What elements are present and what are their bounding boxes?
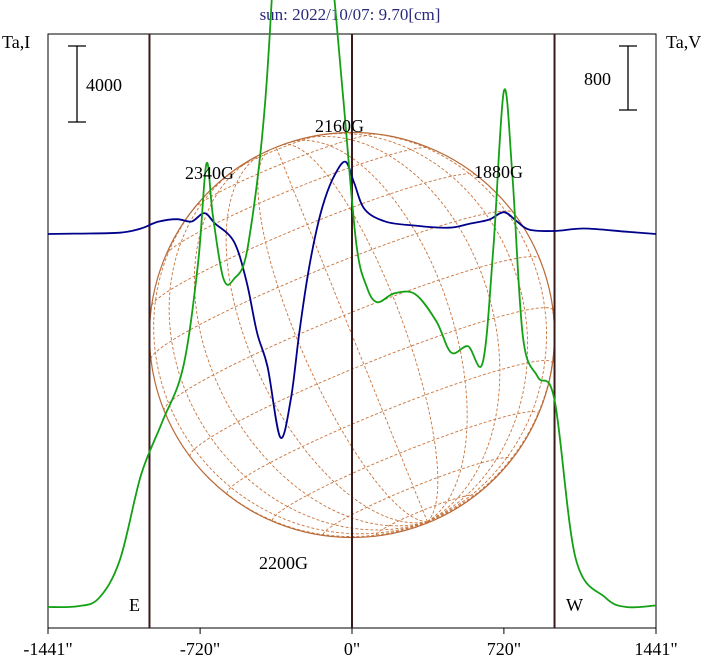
west-limb-label: W	[566, 595, 583, 615]
x-tick-label: 720"	[487, 639, 521, 659]
longitude-line	[257, 150, 428, 523]
series-line-ta-v	[47, 0, 657, 609]
longitude-line	[275, 147, 428, 522]
right-scale-bar: 800	[584, 45, 637, 111]
longitude-line	[355, 132, 547, 523]
series-line-ta-i	[47, 160, 657, 439]
annotation-1880g: 1880G	[474, 162, 523, 182]
latitude-line	[272, 411, 539, 521]
y-axis-label-left: Ta,I	[2, 32, 30, 52]
series-layer	[47, 0, 657, 609]
x-tick-label: 0"	[344, 639, 360, 659]
x-tick-label: -720"	[180, 639, 220, 659]
longitude-line	[225, 153, 428, 524]
latitude-line	[233, 134, 323, 171]
longitude-line	[291, 139, 468, 523]
limb-lines	[148, 34, 556, 628]
east-limb-label: E	[129, 595, 140, 615]
longitude-line	[168, 163, 428, 531]
left-scale-bar: 4000	[68, 45, 122, 123]
latitude-line	[166, 147, 429, 255]
annotation-2160g: 2160G	[315, 116, 364, 136]
annotation-2200g: 2200G	[259, 553, 308, 573]
x-axis: -1441" -720" 0" 720" 1441"	[23, 628, 678, 659]
y-axis-label-right: Ta,V	[666, 32, 701, 52]
latitude-line	[150, 210, 514, 360]
chart-title: sun: 2022/10/07: 9.70[cm]	[260, 5, 441, 24]
x-tick-label: -1441"	[23, 639, 72, 659]
longitude-line	[297, 136, 501, 523]
right-scale-bar-label: 800	[584, 69, 611, 89]
longitude-line	[283, 143, 439, 523]
annotation-2340g: 2340G	[185, 163, 234, 183]
x-tick-label: 1441"	[634, 639, 677, 659]
left-scale-bar-label: 4000	[86, 75, 122, 95]
longitude-line	[153, 191, 428, 535]
longitude-line	[193, 156, 428, 527]
latitude-line	[322, 457, 512, 535]
longitude-line	[427, 258, 555, 523]
